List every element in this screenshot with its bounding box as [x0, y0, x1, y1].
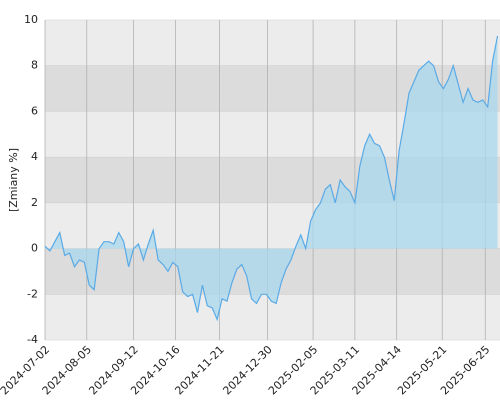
grid-band	[45, 20, 500, 66]
y-tick-label: 10	[24, 13, 38, 26]
y-tick-label: 8	[31, 59, 38, 72]
y-tick-label: -4	[27, 333, 38, 346]
area	[45, 36, 498, 320]
y-tick-label: -2	[27, 287, 38, 300]
y-tick-label: 6	[31, 104, 38, 117]
y-tick-label: 4	[31, 150, 38, 163]
y-tick-label: 2	[31, 196, 38, 209]
y-tick-label: 0	[31, 242, 38, 255]
line	[44, 35, 499, 322]
y-axis-label: [Zmiany %]	[7, 148, 20, 212]
